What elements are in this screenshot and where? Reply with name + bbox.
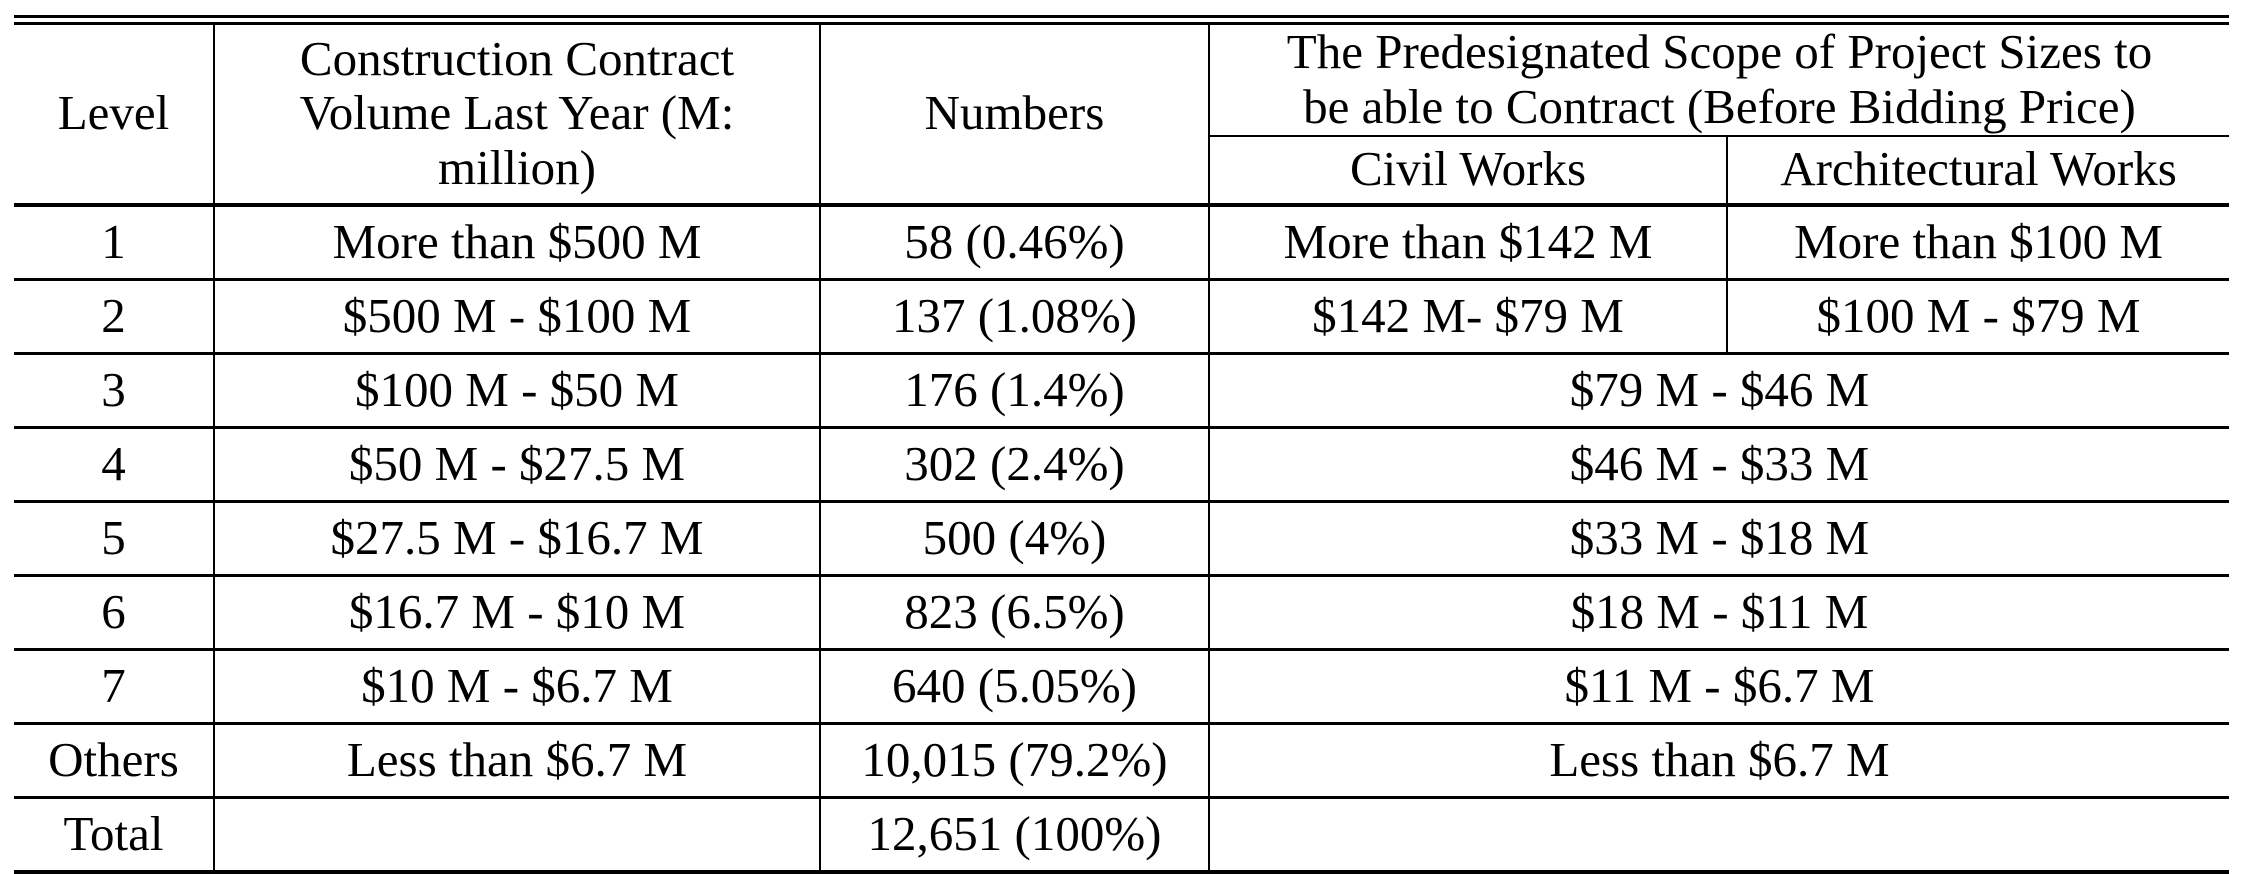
cell-numbers: 10,015 (79.2%) xyxy=(820,721,1210,798)
cell-volume: $50 M - $27.5 M xyxy=(214,425,821,502)
col-header-architectural-works: Architectural Works xyxy=(1727,134,2229,205)
table-row-level-3: 3 $100 M - $50 M 176 (1.4%) $79 M - $46 … xyxy=(14,351,2229,428)
table-row-level-4: 4 $50 M - $27.5 M 302 (2.4%) $46 M - $33… xyxy=(14,425,2229,502)
cell-numbers: 12,651 (100%) xyxy=(820,795,1210,872)
cell-level: 1 xyxy=(14,202,215,280)
cell-numbers: 823 (6.5%) xyxy=(820,573,1210,650)
cell-numbers: 640 (5.05%) xyxy=(820,647,1210,724)
cell-scope-merged: $33 M - $18 M xyxy=(1209,499,2229,576)
cell-numbers: 302 (2.4%) xyxy=(820,425,1210,502)
cell-volume xyxy=(214,795,821,872)
cell-level: 6 xyxy=(14,573,215,650)
header-row-sub: Civil Works Architectural Works xyxy=(14,134,2229,205)
cell-numbers: 137 (1.08%) xyxy=(820,277,1210,354)
col-header-civil-works: Civil Works xyxy=(1209,134,1728,205)
cell-numbers: 176 (1.4%) xyxy=(820,351,1210,428)
cell-volume: $10 M - $6.7 M xyxy=(214,647,821,724)
cell-level: Total xyxy=(14,795,215,872)
cell-numbers: 58 (0.46%) xyxy=(820,202,1210,280)
cell-volume: More than $500 M xyxy=(214,202,821,280)
col-header-numbers: Numbers xyxy=(820,20,1210,205)
cell-level: 4 xyxy=(14,425,215,502)
cell-architectural-works: $100 M - $79 M xyxy=(1727,277,2229,354)
cell-scope-merged: Less than $6.7 M xyxy=(1209,721,2229,798)
cell-volume: $100 M - $50 M xyxy=(214,351,821,428)
cell-scope-merged: $79 M - $46 M xyxy=(1209,351,2229,428)
cell-level: 3 xyxy=(14,351,215,428)
cell-volume: $16.7 M - $10 M xyxy=(214,573,821,650)
cell-level: 5 xyxy=(14,499,215,576)
table-row-total: Total 12,651 (100%) xyxy=(14,795,2229,872)
cell-level: Others xyxy=(14,721,215,798)
col-header-scope: The Predesignated Scope of Project Sizes… xyxy=(1209,20,2229,137)
cell-numbers: 500 (4%) xyxy=(820,499,1210,576)
col-header-volume: Construction Contract Volume Last Year (… xyxy=(214,20,821,205)
table-row-level-2: 2 $500 M - $100 M 137 (1.08%) $142 M- $7… xyxy=(14,277,2229,354)
cell-civil-works: More than $142 M xyxy=(1209,202,1728,280)
table-row-level-1: 1 More than $500 M 58 (0.46%) More than … xyxy=(14,202,2229,280)
cell-volume: $500 M - $100 M xyxy=(214,277,821,354)
table-row-others: Others Less than $6.7 M 10,015 (79.2%) L… xyxy=(14,721,2229,798)
cell-scope-merged: $18 M - $11 M xyxy=(1209,573,2229,650)
cell-volume: $27.5 M - $16.7 M xyxy=(214,499,821,576)
table-row-level-6: 6 $16.7 M - $10 M 823 (6.5%) $18 M - $11… xyxy=(14,573,2229,650)
cell-scope-merged: $11 M - $6.7 M xyxy=(1209,647,2229,724)
contractor-qualification-table: Level Construction Contract Volume Last … xyxy=(14,15,2229,874)
cell-scope-merged: $46 M - $33 M xyxy=(1209,425,2229,502)
cell-volume: Less than $6.7 M xyxy=(214,721,821,798)
cell-level: 7 xyxy=(14,647,215,724)
cell-civil-works: $142 M- $79 M xyxy=(1209,277,1728,354)
cell-architectural-works: More than $100 M xyxy=(1727,202,2229,280)
header-row-main: Level Construction Contract Volume Last … xyxy=(14,20,2229,205)
cell-level: 2 xyxy=(14,277,215,354)
table-row-level-5: 5 $27.5 M - $16.7 M 500 (4%) $33 M - $18… xyxy=(14,499,2229,576)
cell-scope-merged xyxy=(1209,795,2229,872)
table-row-level-7: 7 $10 M - $6.7 M 640 (5.05%) $11 M - $6.… xyxy=(14,647,2229,724)
col-header-level: Level xyxy=(14,20,215,205)
